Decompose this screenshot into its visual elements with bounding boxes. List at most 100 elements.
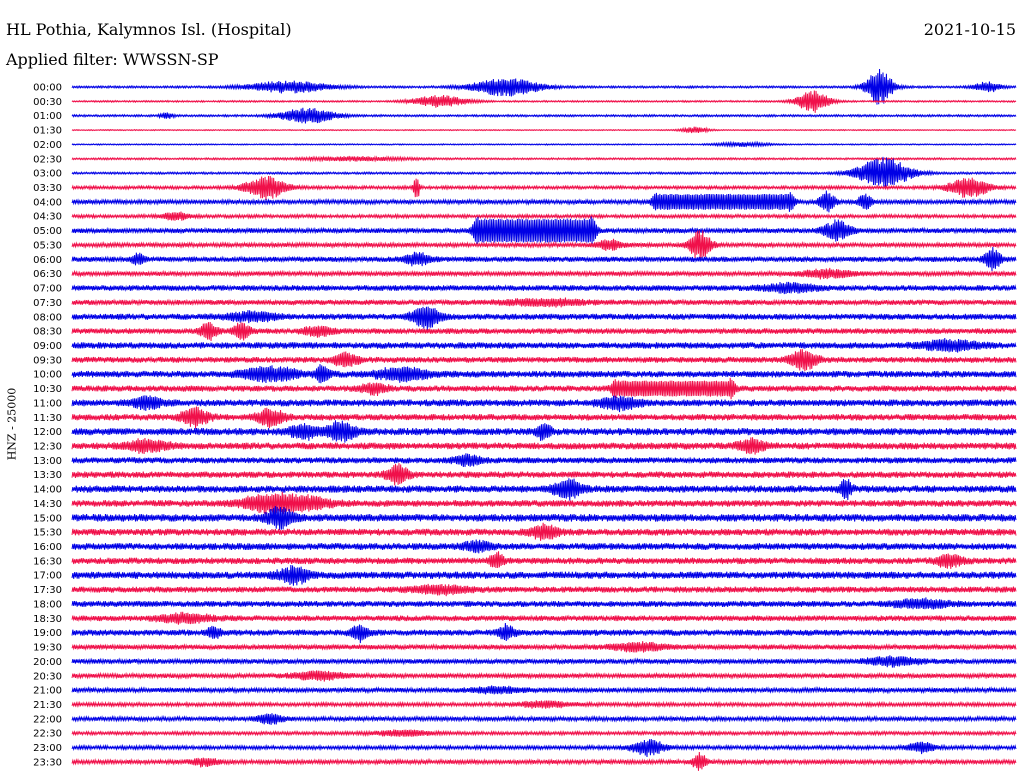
trace-1300 (71, 453, 1017, 467)
trace-2000 (71, 655, 1017, 668)
trace-2230 (71, 729, 1017, 738)
trace-2300 (71, 739, 1017, 757)
trace-1400 (71, 478, 1017, 501)
time-label: 17:30 (33, 585, 62, 596)
time-label: 16:30 (33, 556, 62, 567)
time-label: 00:30 (33, 97, 62, 108)
time-label: 06:00 (33, 255, 62, 266)
time-label: 12:00 (33, 427, 62, 438)
time-label: 09:00 (33, 341, 62, 352)
trace-0330 (71, 175, 1017, 200)
trace-1630 (71, 551, 1017, 569)
trace-0630 (71, 267, 1017, 280)
trace-1930 (71, 641, 1017, 653)
time-label: 18:30 (33, 614, 62, 625)
trace-0430 (71, 211, 1017, 221)
time-label: 05:30 (33, 240, 62, 251)
trace-1130 (71, 406, 1017, 429)
time-label: 02:30 (33, 154, 62, 165)
trace-0530 (71, 230, 1017, 260)
time-label: 11:00 (33, 398, 62, 409)
time-label: 09:30 (33, 355, 62, 366)
trace-0830 (71, 321, 1017, 341)
time-label: 20:00 (33, 657, 62, 668)
trace-0100 (71, 107, 1017, 124)
time-label: 10:30 (33, 384, 62, 395)
filter-label: Applied filter: WWSSN-SP (6, 50, 219, 69)
trace-1000 (71, 364, 1017, 384)
trace-2130 (71, 700, 1017, 709)
time-label: 13:30 (33, 470, 62, 481)
station-title: HL Pothia, Kalymnos Isl. (Hospital) (6, 20, 292, 39)
trace-0700 (71, 281, 1017, 295)
trace-1200 (71, 420, 1017, 443)
time-label: 08:30 (33, 327, 62, 338)
time-label: 15:30 (33, 528, 62, 539)
trace-1700 (71, 564, 1017, 586)
trace-1600 (71, 539, 1017, 554)
date-label: 2021-10-15 (923, 20, 1016, 39)
trace-0300 (71, 156, 1017, 188)
trace-1900 (71, 623, 1017, 644)
trace-1500 (71, 506, 1017, 531)
trace-2330 (71, 751, 1017, 771)
trace-1330 (71, 463, 1017, 486)
time-label: 01:30 (33, 126, 62, 137)
trace-0600 (71, 247, 1017, 271)
trace-0130 (71, 126, 1017, 134)
time-label: 21:00 (33, 686, 62, 697)
trace-1830 (71, 611, 1017, 625)
trace-1100 (71, 395, 1017, 413)
trace-1530 (71, 522, 1017, 541)
time-label: 06:30 (33, 269, 62, 280)
trace-1230 (71, 437, 1017, 455)
time-label: 02:00 (33, 140, 62, 151)
time-label: 11:30 (33, 413, 62, 424)
time-label: 03:00 (33, 169, 62, 180)
trace-2200 (71, 713, 1017, 725)
time-label: 17:00 (33, 571, 62, 582)
time-label: 18:00 (33, 599, 62, 610)
trace-1800 (71, 597, 1017, 610)
time-label: 08:00 (33, 312, 62, 323)
trace-1730 (71, 583, 1017, 597)
time-label: 10:00 (33, 370, 62, 381)
time-label: 15:00 (33, 513, 62, 524)
time-label: 14:30 (33, 499, 62, 510)
time-label: 22:30 (33, 729, 62, 740)
time-label: 00:00 (33, 83, 62, 94)
trace-0900 (71, 338, 1017, 353)
time-label: 01:00 (33, 111, 62, 122)
trace-0030 (71, 90, 1017, 113)
trace-0230 (71, 155, 1017, 163)
trace-0200 (71, 140, 1017, 148)
time-label: 21:30 (33, 700, 62, 711)
time-label: 19:00 (33, 628, 62, 639)
time-label: 04:30 (33, 212, 62, 223)
trace-0730 (71, 297, 1017, 308)
trace-1030 (71, 377, 1017, 400)
trace-0500 (71, 216, 1017, 244)
time-label: 23:00 (33, 743, 62, 754)
time-label: 12:30 (33, 442, 62, 453)
time-label: 14:00 (33, 485, 62, 496)
time-label: 23:30 (33, 757, 62, 768)
time-label: 19:30 (33, 643, 62, 654)
time-label: 22:00 (33, 714, 62, 725)
trace-0930 (71, 349, 1017, 372)
trace-0800 (71, 306, 1017, 331)
time-label: 16:00 (33, 542, 62, 553)
time-label: 20:30 (33, 671, 62, 682)
trace-2100 (71, 685, 1017, 695)
trace-1430 (71, 491, 1017, 515)
trace-2030 (71, 670, 1017, 682)
time-label: 05:00 (33, 226, 62, 237)
trace-0400 (71, 190, 1017, 213)
time-label: 07:00 (33, 284, 62, 295)
time-label: 07:30 (33, 298, 62, 309)
trace-0000 (71, 68, 1017, 105)
time-label: 03:30 (33, 183, 62, 194)
time-label: 13:00 (33, 456, 62, 467)
time-label: 04:00 (33, 197, 62, 208)
